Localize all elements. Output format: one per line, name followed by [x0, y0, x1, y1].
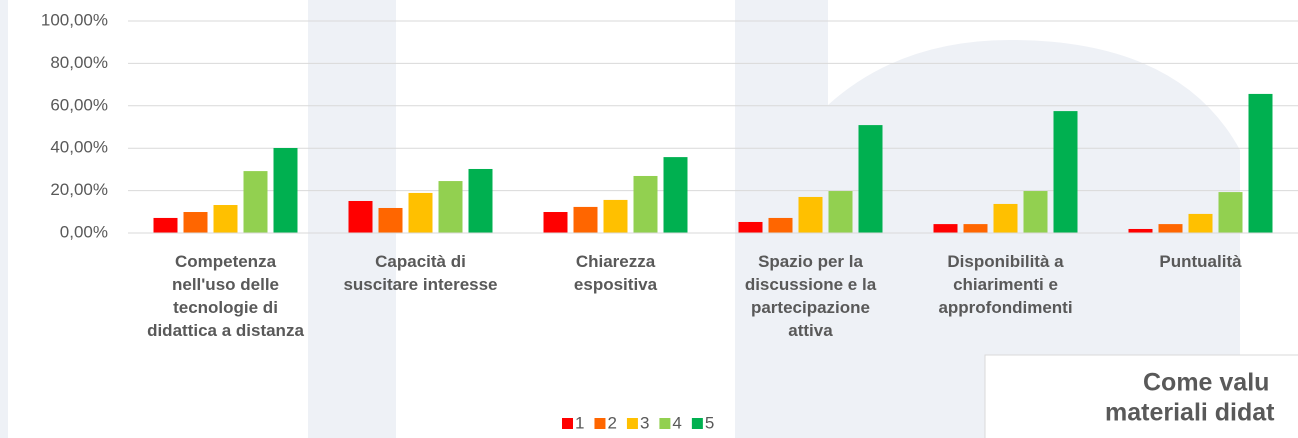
- legend-swatch: [626, 418, 638, 429]
- legend-label: 1: [575, 413, 584, 432]
- bar: [543, 212, 568, 233]
- y-tick-label: 20,00%: [50, 180, 108, 199]
- y-tick-label: 60,00%: [50, 95, 108, 114]
- legend-label: 3: [640, 413, 649, 432]
- bar: [768, 217, 793, 233]
- legend-label: 4: [672, 413, 681, 432]
- bar: [798, 196, 823, 233]
- legend-swatch: [659, 418, 671, 429]
- bar: [183, 212, 208, 233]
- bar: [348, 200, 373, 233]
- x-tick-label: Competenza nell'uso delle tecnologie di …: [147, 252, 304, 340]
- legend-label: 2: [607, 413, 616, 432]
- bar: [633, 175, 658, 233]
- text-box: [984, 354, 1298, 438]
- box-title: materiali didat: [1105, 399, 1275, 427]
- bar: [573, 206, 598, 233]
- legend-label: 5: [705, 413, 714, 432]
- bar: [1023, 191, 1048, 233]
- y-tick-label: 40,00%: [50, 138, 108, 157]
- bar: [438, 181, 463, 233]
- bar: [273, 147, 298, 233]
- bar: [1248, 93, 1273, 233]
- legend-swatch: [594, 418, 606, 429]
- bar: [1218, 192, 1243, 233]
- bar: [603, 199, 628, 233]
- y-tick-label: 80,00%: [50, 53, 108, 72]
- bar: [933, 224, 958, 233]
- x-tick-label: Chiarezza espositiva: [573, 252, 658, 294]
- bar: [828, 191, 853, 233]
- box-title: Come valu: [1143, 369, 1269, 397]
- watermark: [0, 0, 1240, 438]
- bar: [738, 221, 763, 233]
- bar: [468, 168, 493, 233]
- legend-swatch: [562, 418, 573, 429]
- bar: [993, 203, 1018, 233]
- y-tick-label: 0,00%: [60, 222, 108, 241]
- bar: [243, 171, 268, 233]
- bar: [408, 192, 433, 233]
- bar: [153, 217, 178, 233]
- bar: [1158, 224, 1183, 233]
- bar: [378, 207, 403, 233]
- x-tick-label: Disponibilità a chiarimenti e approfondi…: [938, 252, 1073, 317]
- bar: [1053, 111, 1078, 233]
- bar: [963, 224, 988, 233]
- y-tick-label: 100,00%: [41, 10, 108, 29]
- bar: [858, 125, 883, 233]
- bar: [1188, 213, 1213, 233]
- x-tick-label: Puntualità: [1159, 252, 1242, 271]
- bar: [1128, 228, 1153, 233]
- bar: [663, 157, 688, 233]
- legend-swatch: [691, 418, 703, 429]
- bar: [213, 205, 238, 233]
- x-tick-label: Capacità di suscitare interesse: [343, 252, 498, 294]
- x-tick-label: Spazio per la discussione e la partecipa…: [744, 252, 877, 340]
